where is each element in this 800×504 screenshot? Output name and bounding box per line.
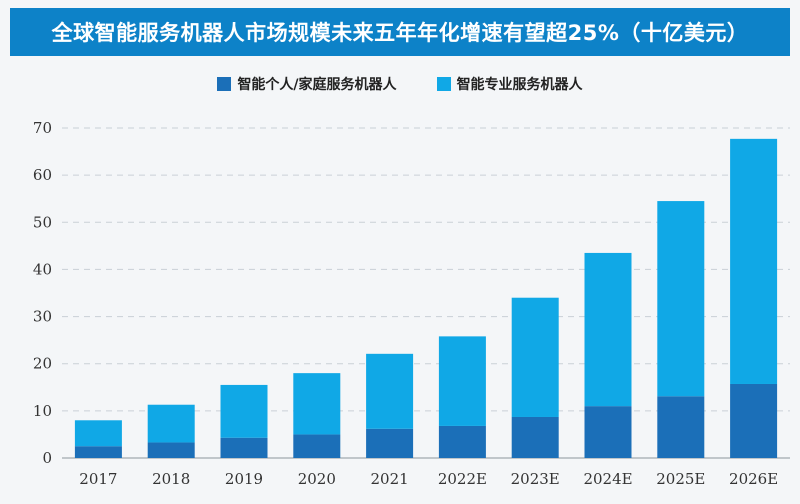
x-tick-label-2023E: 2023E bbox=[511, 470, 560, 488]
bar-2018-series-1 bbox=[147, 404, 195, 443]
bar-2017-series-1 bbox=[74, 420, 122, 447]
legend-swatch-professional bbox=[436, 77, 451, 91]
bar-2021-series-0 bbox=[366, 428, 414, 458]
y-tick-label-40: 40 bbox=[33, 260, 52, 278]
bar-2023E-series-1 bbox=[511, 297, 559, 417]
bar-2020-series-1 bbox=[293, 373, 341, 435]
bar-2017-series-0 bbox=[74, 446, 122, 458]
x-tick-label-2018: 2018 bbox=[152, 470, 190, 488]
x-tick-label-2017: 2017 bbox=[79, 470, 117, 488]
legend: 智能个人/家庭服务机器人 智能专业服务机器人 bbox=[0, 74, 800, 94]
title-bar: 全球智能服务机器人市场规模未来五年年化增速有望超25%（十亿美元） bbox=[10, 8, 790, 56]
bar-2021-series-1 bbox=[366, 353, 414, 429]
y-tick-label-30: 30 bbox=[33, 308, 52, 326]
bar-2022E-series-1 bbox=[438, 336, 486, 426]
y-tick-label-10: 10 bbox=[33, 402, 52, 420]
x-tick-label-2022E: 2022E bbox=[438, 470, 487, 488]
legend-item-personal: 智能个人/家庭服务机器人 bbox=[217, 74, 397, 94]
y-tick-label-60: 60 bbox=[33, 166, 52, 184]
chart-title: 全球智能服务机器人市场规模未来五年年化增速有望超25%（十亿美元） bbox=[51, 21, 749, 45]
y-tick-label-20: 20 bbox=[33, 355, 52, 373]
x-tick-label-2020: 2020 bbox=[298, 470, 336, 488]
bar-2019-series-1 bbox=[220, 384, 268, 438]
y-tick-label-50: 50 bbox=[33, 213, 52, 231]
bar-chart: 0 10 20 30 40 50 60 70 2017 2018 2019 2020 2021 2022E… bbox=[33, 119, 790, 488]
x-tick-label-2024E: 2024E bbox=[583, 470, 632, 488]
bar-2025E-series-0 bbox=[657, 396, 705, 458]
bar-2018-series-0 bbox=[147, 442, 195, 458]
bar-2026E-series-1 bbox=[730, 138, 778, 384]
y-tick-label-70: 70 bbox=[33, 119, 52, 137]
legend-label-personal: 智能个人/家庭服务机器人 bbox=[237, 77, 397, 93]
bar-2024E-series-0 bbox=[584, 406, 632, 458]
bar-2019-series-0 bbox=[220, 437, 268, 458]
bar-2020-series-0 bbox=[293, 434, 341, 458]
legend-item-professional: 智能专业服务机器人 bbox=[436, 74, 583, 94]
bar-2026E-series-0 bbox=[730, 383, 778, 458]
bar-2025E-series-1 bbox=[657, 201, 705, 397]
x-tick-label-2021: 2021 bbox=[371, 470, 409, 488]
legend-swatch-personal bbox=[217, 77, 232, 91]
y-tick-label-0: 0 bbox=[42, 449, 52, 467]
bar-2024E-series-1 bbox=[584, 252, 632, 407]
legend-label-professional: 智能专业服务机器人 bbox=[456, 77, 583, 93]
bar-2023E-series-0 bbox=[511, 416, 559, 458]
x-tick-label-2025E: 2025E bbox=[656, 470, 705, 488]
bar-2022E-series-0 bbox=[438, 425, 486, 458]
x-tick-label-2026E: 2026E bbox=[729, 470, 778, 488]
x-tick-label-2019: 2019 bbox=[225, 470, 263, 488]
